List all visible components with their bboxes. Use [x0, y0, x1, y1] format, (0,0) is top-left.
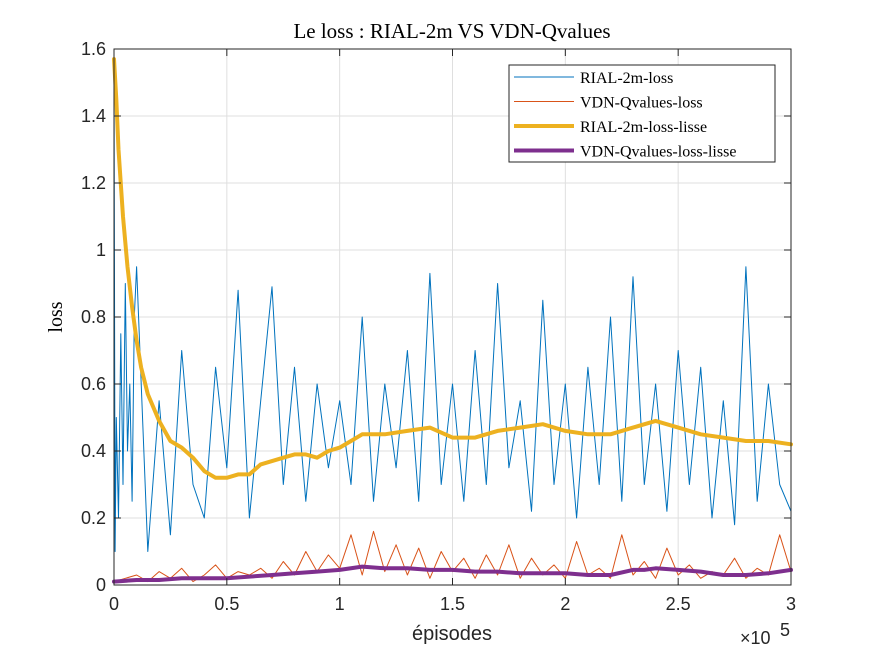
x-tick-label: 3 — [786, 594, 796, 614]
y-tick-label: 0.4 — [81, 441, 106, 461]
legend: RIAL-2m-loss VDN-Qvalues-loss RIAL-2m-loss… — [508, 64, 776, 163]
y-tick-label: 0.2 — [81, 508, 106, 528]
legend-box — [508, 64, 776, 163]
x-tick-label: 0 — [109, 594, 119, 614]
x-exponent-base: ×10 — [740, 628, 771, 648]
axis-ticks: 0 0.5 1 1.5 2 2.5 3 0 0.2 0.4 0.6 0.8 1 1.2 1.4 1.6 — [81, 39, 796, 614]
x-tick-label: 2.5 — [666, 594, 691, 614]
y-tick-label: 1.4 — [81, 106, 106, 126]
y-tick-label: 0 — [96, 575, 106, 595]
legend-label-rial-2m-loss: RIAL-2m-loss — [580, 70, 673, 87]
y-tick-label: 1.6 — [81, 39, 106, 59]
series-line-rial-2m-loss-lisse — [112, 57, 793, 480]
x-exponent-power: 5 — [780, 620, 790, 640]
x-tick-label: 1.5 — [440, 594, 465, 614]
y-tick-label: 1.2 — [81, 173, 106, 193]
y-axis-label: loss — [45, 301, 67, 332]
y-tick-label: 1 — [96, 240, 106, 260]
x-tick-label: 1 — [335, 594, 345, 614]
x-tick-label: 2 — [560, 594, 570, 614]
series-line-vdn-qvalues-loss-lisse — [112, 564, 793, 584]
x-tick-label: 0.5 — [214, 594, 239, 614]
chart-title: Le loss : RIAL-2m VS VDN-Qvalues — [293, 19, 610, 43]
legend-label-vdn-qvalues-loss-lisse: VDN-Qvalues-loss-lisse — [580, 144, 736, 161]
series-line-rial-2m-loss — [113, 65, 792, 552]
y-tick-label: 0.6 — [81, 374, 106, 394]
legend-label-rial-2m-loss-lisse: RIAL-2m-loss-lisse — [580, 119, 707, 136]
x-axis-label: épisodes — [412, 623, 492, 645]
y-tick-label: 0.8 — [81, 307, 106, 327]
legend-label-vdn-qvalues-loss: VDN-Qvalues-loss — [580, 95, 703, 112]
